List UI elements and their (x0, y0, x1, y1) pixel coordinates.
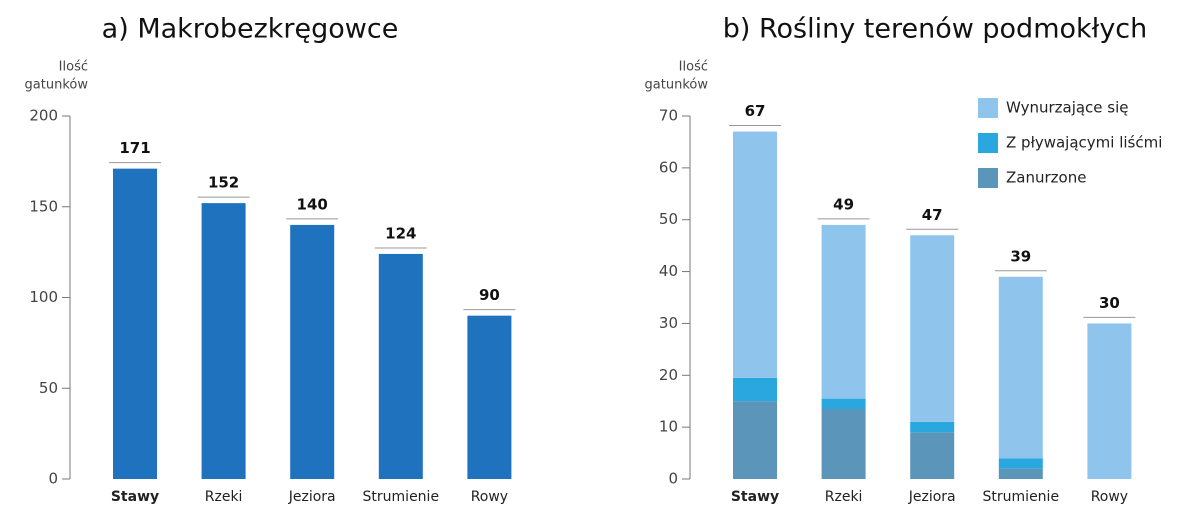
y-tick-label: 70 (659, 107, 678, 125)
y-tick-label: 50 (659, 210, 678, 228)
y-axis-label: Ilość (679, 60, 708, 75)
y-tick-label: 200 (29, 107, 58, 125)
total-label: 49 (833, 195, 854, 213)
x-tick-label: Jeziora (288, 489, 336, 505)
legend-swatch (978, 133, 998, 153)
y-tick-label: 20 (659, 366, 678, 384)
y-axis-label: gatunków (25, 78, 89, 93)
bar-segment (910, 235, 955, 422)
chart-title: a) Makrobezkręgowce (102, 14, 399, 45)
y-tick-label: 100 (29, 288, 58, 306)
bar-segment (998, 276, 1043, 459)
y-tick-label: 60 (659, 158, 678, 176)
bar-segment (821, 398, 866, 409)
y-axis-label: gatunków (645, 78, 709, 93)
value-label: 171 (119, 139, 150, 157)
x-tick-label: Rzeki (205, 489, 243, 505)
legend-swatch (978, 168, 998, 188)
y-tick-label: 40 (659, 262, 678, 280)
legend-label: Wynurzające się (1006, 99, 1129, 117)
x-tick-label: Jeziora (908, 489, 956, 505)
bar (113, 168, 157, 479)
bar-segment (821, 224, 866, 399)
value-label: 152 (208, 174, 239, 192)
total-label: 30 (1099, 294, 1120, 312)
bar-segment (733, 377, 777, 402)
bar-segment (998, 468, 1043, 479)
x-tick-label: Stawy (731, 489, 779, 505)
total-label: 67 (745, 102, 766, 120)
x-tick-label: Rowy (471, 489, 508, 505)
value-label: 140 (297, 195, 328, 213)
bar (201, 203, 246, 479)
chart-title: b) Rośliny terenów podmokłych (723, 14, 1148, 45)
y-tick-label: 10 (659, 418, 678, 436)
bar (467, 315, 512, 479)
x-tick-label: Rowy (1091, 489, 1128, 505)
y-tick-label: 50 (39, 379, 58, 397)
legend-label: Z pływającymi liśćmi (1006, 134, 1162, 152)
bar-segment (1087, 323, 1132, 479)
y-axis-label: Ilość (59, 60, 88, 75)
bar-segment (910, 432, 955, 479)
y-tick-label: 30 (659, 314, 678, 332)
bar (378, 253, 423, 479)
x-tick-label: Rzeki (825, 489, 863, 505)
total-label: 47 (922, 206, 943, 224)
x-tick-label: Strumienie (363, 489, 440, 505)
value-label: 124 (385, 224, 416, 242)
bar-segment (998, 458, 1043, 469)
bar-segment (821, 408, 866, 479)
value-label: 90 (479, 286, 500, 304)
legend-label: Zanurzone (1006, 169, 1086, 187)
legend-swatch (978, 98, 998, 118)
y-tick-label: 0 (668, 470, 678, 488)
x-tick-label: Strumienie (983, 489, 1060, 505)
bar-segment (733, 401, 777, 479)
bar (290, 224, 335, 479)
x-tick-label: Stawy (111, 489, 159, 505)
bar-segment (910, 421, 955, 433)
total-label: 39 (1010, 247, 1031, 265)
y-tick-label: 0 (48, 470, 58, 488)
bar-segment (733, 131, 777, 378)
y-tick-label: 150 (29, 197, 58, 215)
